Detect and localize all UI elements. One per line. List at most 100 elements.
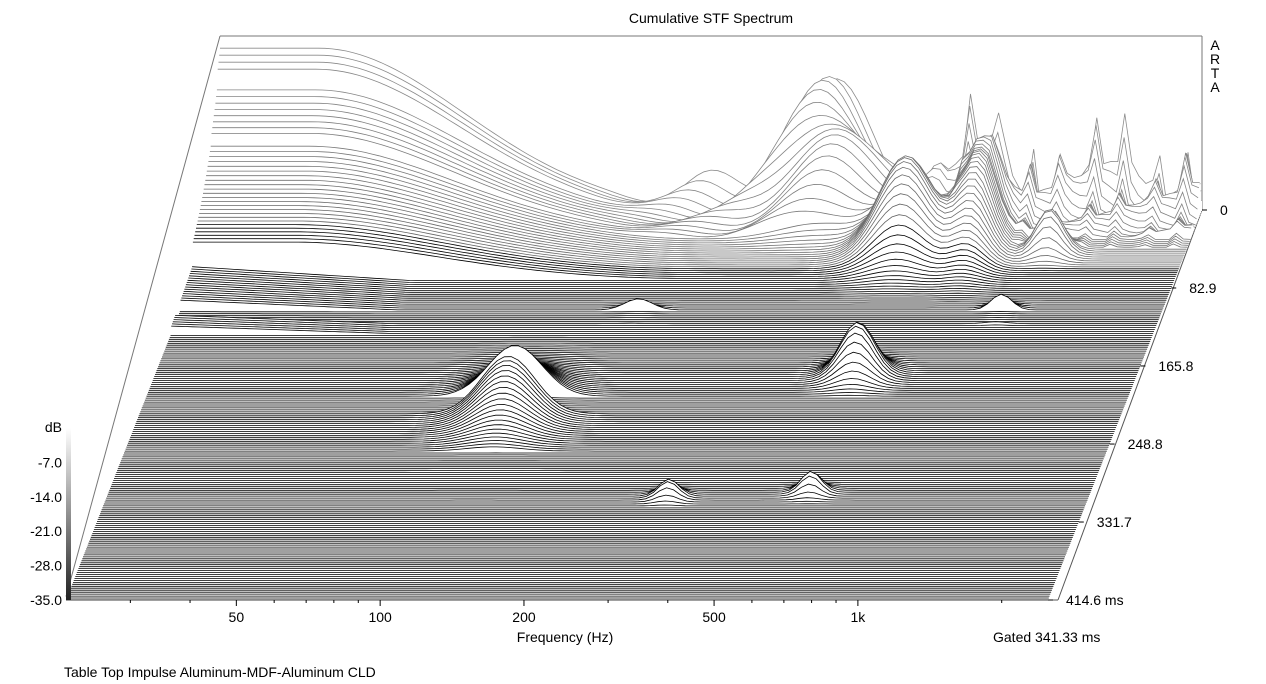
spectrum-slice <box>73 580 1056 582</box>
spectrum-slice <box>69 591 1052 594</box>
spectrum-slice <box>86 548 1069 550</box>
spectrum-slice <box>137 370 1120 421</box>
spectrum-slice <box>83 554 1066 556</box>
spectrum-slice <box>91 534 1074 537</box>
spectrum-slice <box>74 578 1057 580</box>
spectrum-slice <box>141 408 1124 411</box>
z-axis-label: dB <box>45 419 62 435</box>
spectrum-slice <box>100 511 1083 513</box>
z-tick-label: -7.0 <box>38 454 62 470</box>
spectrum-slice <box>145 396 1128 400</box>
spectrum-slice <box>178 315 1161 317</box>
spectrum-slice <box>168 340 1151 343</box>
spectrum-slice <box>120 462 1103 464</box>
spectrum-slice <box>117 468 1100 470</box>
spectrum-slice <box>107 478 1089 498</box>
spectrum-slice <box>160 350 1143 362</box>
spectrum-slice <box>94 527 1077 529</box>
spectrum-slice <box>114 478 1096 480</box>
spectrum-slice <box>140 410 1123 413</box>
spectrum-slice <box>85 550 1068 552</box>
spectrum-slice <box>171 325 1154 335</box>
spectrum-slice <box>100 513 1083 515</box>
spectrum-slices <box>66 47 1203 601</box>
spectrum-slice <box>139 356 1122 415</box>
x-axis-label: Frequency (Hz) <box>516 629 614 645</box>
spectrum-slice <box>168 338 1151 341</box>
spectrum-slice <box>72 583 1055 586</box>
spectrum-slice <box>128 428 1111 443</box>
spectrum-slice <box>112 481 1095 484</box>
spectrum-slice <box>131 414 1113 437</box>
footer-caption: Table Top Impulse Aluminum-MDF-Aluminum … <box>64 664 376 680</box>
spectrum-slice <box>81 560 1064 562</box>
spectrum-slice <box>115 474 1098 476</box>
spectrum-slice <box>71 585 1054 588</box>
arta-letter: A <box>1210 79 1220 95</box>
chart-title: Cumulative STF Spectrum <box>628 10 794 26</box>
time-tick-label: 82.9 <box>1189 280 1216 296</box>
spectrum-slice <box>118 466 1101 468</box>
spectrum-slice <box>150 353 1133 388</box>
spectrum-slice <box>93 529 1076 531</box>
spectrum-slice <box>83 556 1065 558</box>
spectrum-slice <box>111 481 1094 486</box>
spectrum-slice <box>79 566 1062 568</box>
spectrum-slice <box>131 409 1114 435</box>
x-tick-label: 1k <box>850 609 866 625</box>
spectrum-slice <box>169 336 1152 339</box>
spectrum-slice <box>130 419 1113 439</box>
spectrum-slice <box>149 351 1132 390</box>
frame-left-edge <box>65 35 221 597</box>
spectrum-slice <box>119 464 1102 466</box>
spectrum-slice <box>132 404 1115 433</box>
spectrum-slice <box>151 351 1134 384</box>
spectrum-slice <box>113 479 1096 482</box>
time-tick-label: 248.8 <box>1128 436 1163 452</box>
spectrum-slice <box>179 311 1162 313</box>
spectrum-slice <box>190 270 1173 286</box>
arta-letter: A <box>1210 37 1220 53</box>
spectrum-slice <box>105 487 1088 502</box>
x-tick-label: 500 <box>702 609 726 625</box>
spectrum-slice <box>122 456 1105 458</box>
time-tick-label: 331.7 <box>1097 514 1132 530</box>
time-tick-label: 0 <box>1220 202 1228 218</box>
spectrum-slice <box>76 574 1059 576</box>
spectrum-slice <box>144 398 1127 402</box>
spectrum-slice <box>167 342 1150 345</box>
spectrum-slice <box>152 341 1135 382</box>
spectrum-slice <box>158 336 1141 368</box>
spectrum-slice <box>144 400 1127 404</box>
spectrum-slice <box>90 538 1072 541</box>
time-tick-label: 165.8 <box>1158 358 1193 374</box>
spectrum-slice <box>70 587 1053 590</box>
spectrum-slice <box>133 398 1116 431</box>
spectrum-slice <box>97 521 1079 523</box>
spectrum-slice <box>103 500 1086 505</box>
spectrum-slice <box>80 562 1063 564</box>
spectrum-slice <box>102 507 1085 509</box>
frame-right-edge <box>1057 209 1203 601</box>
spectrum-slice <box>163 351 1146 355</box>
arta-letter: R <box>1209 51 1221 67</box>
spectrum-slice <box>156 324 1139 372</box>
spectrum-slice <box>75 576 1058 578</box>
spectrum-slice <box>104 494 1087 503</box>
time-tick-label: 414.6 ms <box>1066 592 1124 608</box>
spectrum-slice <box>154 325 1137 378</box>
spectrum-slice <box>106 481 1089 500</box>
spectrum-slice <box>103 504 1086 507</box>
spectrum-slice <box>126 440 1109 449</box>
spectrum-slice <box>151 355 1134 386</box>
spectrum-slice <box>123 454 1106 456</box>
spectrum-slice <box>87 544 1070 547</box>
spectrum-slice <box>142 404 1125 407</box>
spectrum-slice <box>90 536 1073 539</box>
spectrum-slice <box>79 564 1062 566</box>
spectrum-slice <box>127 436 1110 447</box>
spectrum-slice <box>161 352 1144 360</box>
spectrum-slice <box>110 479 1093 488</box>
spectrum-slice <box>166 344 1149 347</box>
spectrum-slice <box>98 517 1081 519</box>
